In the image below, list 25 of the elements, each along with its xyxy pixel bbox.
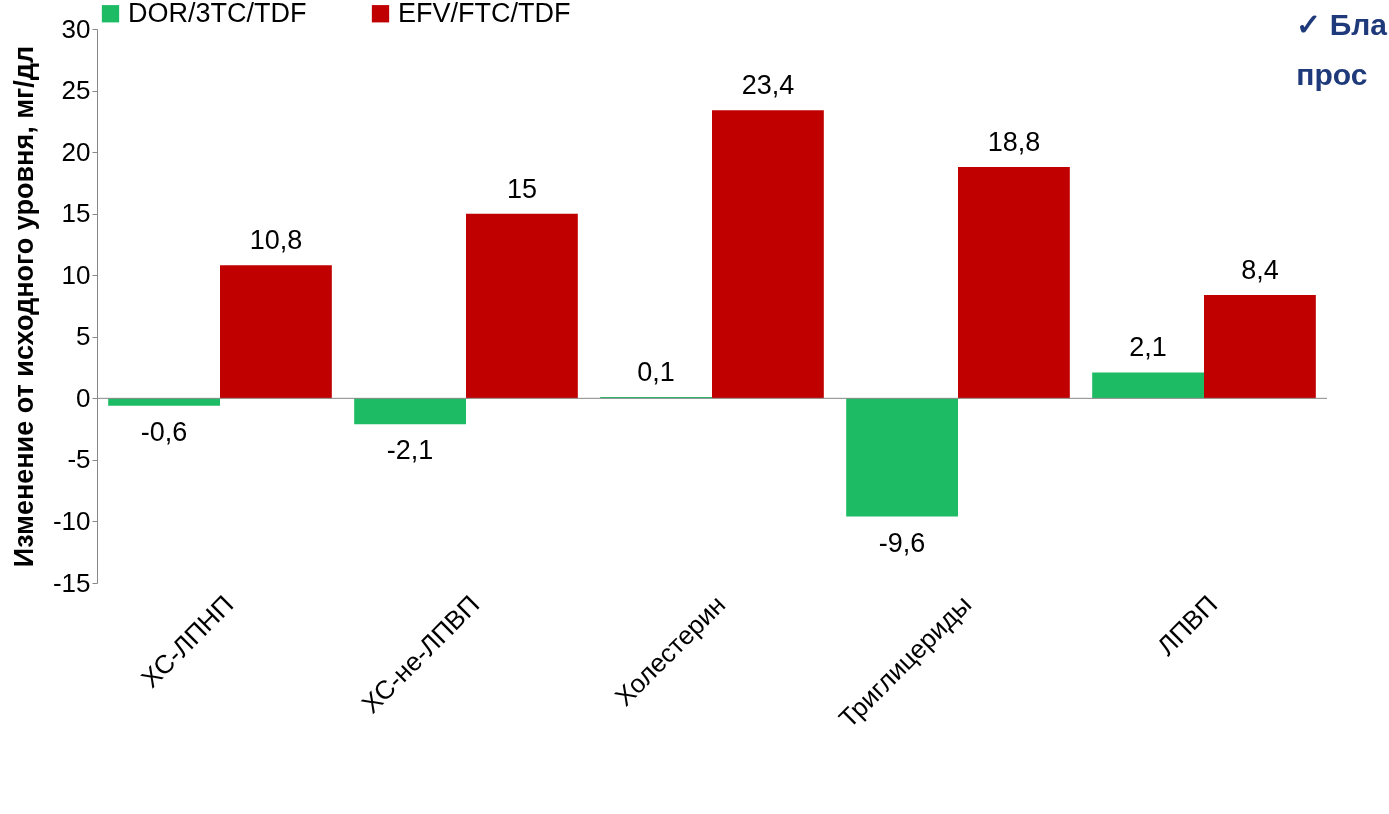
y-tick-label: 0: [76, 382, 91, 413]
y-tick-label: 20: [61, 136, 91, 167]
annotation: прос: [1296, 57, 1369, 93]
y-tick-label: -10: [52, 505, 91, 536]
y-tick-label: -15: [52, 567, 91, 598]
data-label: -9,6: [878, 527, 926, 558]
data-label: -0,6: [140, 416, 188, 447]
legend-label: EFV/FTC/TDF: [398, 0, 571, 28]
y-tick-label: 15: [61, 198, 91, 229]
data-label: 23,4: [741, 70, 795, 101]
data-label: 2,1: [1129, 332, 1167, 363]
data-label: 8,4: [1241, 254, 1279, 285]
data-label: 10,8: [249, 225, 303, 256]
y-tick-label: 5: [76, 321, 91, 352]
data-label: 18,8: [987, 126, 1041, 157]
data-label: -2,1: [386, 435, 434, 466]
y-tick-label: 10: [61, 259, 91, 290]
y-tick-label: 25: [61, 75, 91, 106]
y-axis-title: Изменение от исходного уровня, мг/дл: [8, 45, 39, 568]
y-tick-label: 30: [61, 13, 91, 44]
data-label: 0,1: [637, 357, 675, 388]
annotation: ✓ Бла: [1296, 7, 1387, 43]
y-tick-label: -5: [67, 444, 91, 475]
legend-label: DOR/3TC/TDF: [128, 0, 307, 28]
data-label: 15: [506, 173, 537, 204]
